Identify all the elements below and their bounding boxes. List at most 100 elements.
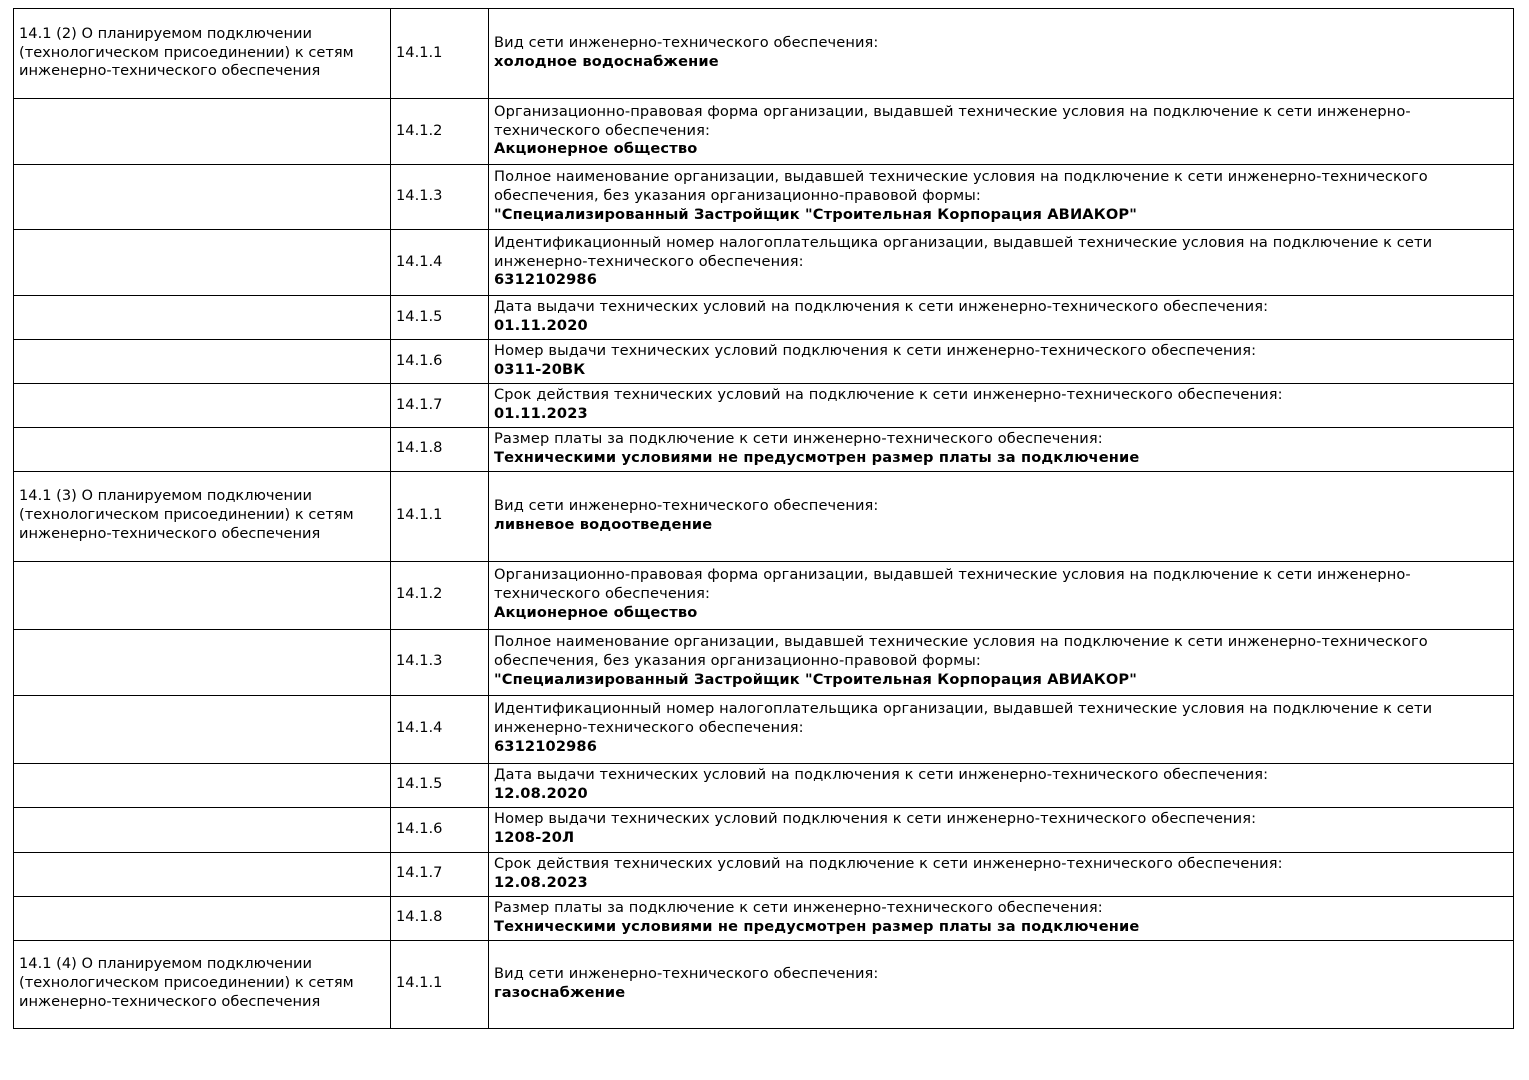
table-row: 14.1.2 Организационно-правовая форма орга… [13,560,1514,630]
clause-code-text: 14.1.8 [396,908,443,926]
clause-code-cell: 14.1.7 [390,851,489,897]
clause-code-cell: 14.1.7 [390,383,489,428]
table-row: 14.1.4 Идентификационный номер налогоплат… [13,694,1514,764]
clause-label-text: Полное наименование организации, выдавше… [494,168,1428,205]
table-row: 14.1.6 Номер выдачи технических условий п… [13,339,1514,384]
clause-value-text: 01.11.2020 [494,317,588,334]
clause-code-text: 14.1.2 [396,585,443,603]
section-title-text: 14.1 (4) О планируемом подключении (техн… [19,955,354,1011]
clause-code-cell: 14.1.5 [390,762,489,808]
section-title-cell-empty [13,229,391,296]
section-title-cell-empty [13,762,391,808]
clause-code-cell: 14.1.6 [390,339,489,384]
clause-code-text: 14.1.6 [396,351,443,369]
clause-code-cell: 14.1.4 [390,694,489,764]
clause-content-cell: Номер выдачи технических условий подключ… [488,339,1514,384]
clause-label-text: Номер выдачи технических условий подключ… [494,342,1257,360]
clause-code-text: 14.1.2 [396,121,443,139]
clause-code-text: 14.1.3 [396,652,443,670]
clause-content-cell: Полное наименование организации, выдавше… [488,628,1514,696]
section-title-cell-empty [13,98,391,165]
clause-code-text: 14.1.1 [396,974,443,992]
table-row: 14.1.5 Дата выдачи технических условий на… [13,295,1514,340]
clause-code-cell: 14.1.1 [390,939,489,1029]
table-row: 14.1.7 Срок действия технических условий … [13,851,1514,897]
table-row: 14.1.4 Идентификационный номер налогоплат… [13,229,1514,296]
clause-code-cell: 14.1.2 [390,560,489,630]
section-title-cell-empty [13,383,391,428]
clause-code-text: 14.1.5 [396,775,443,793]
clause-code-text: 14.1.1 [396,43,443,61]
clause-content-cell: Размер платы за подключение к сети инжен… [488,895,1514,941]
section-title-text: 14.1 (2) О планируемом подключении (техн… [19,24,354,80]
section-title-cell-empty [13,560,391,630]
clause-content-cell: Вид сети инженерно-технического обеспече… [488,470,1514,562]
clause-label-text: Вид сети инженерно-технического обеспече… [494,964,879,982]
clause-label-text: Срок действия технических условий на под… [494,854,1283,872]
clause-content-cell: Срок действия технических условий на под… [488,383,1514,428]
clause-value-text: Техническими условиями не предусмотрен р… [494,917,1140,935]
clause-code-cell: 14.1.3 [390,628,489,696]
clause-code-cell: 14.1.2 [390,98,489,165]
section-title-cell-empty [13,164,391,230]
clause-code-text: 14.1.6 [396,819,443,837]
clause-value-text: "Специализированный Застройщик "Строител… [494,671,1137,689]
clause-label-text: Срок действия технических условий на под… [494,386,1283,404]
clause-code-text: 14.1.3 [396,187,443,205]
clause-content-cell: Организационно-правовая форма организаци… [488,98,1514,165]
section-title-cell-empty [13,851,391,897]
table-row: 14.1 (4) О планируемом подключении (техн… [13,939,1514,1029]
clause-code-text: 14.1.7 [396,395,443,413]
clause-content-cell: Вид сети инженерно-технического обеспече… [488,8,1514,99]
clause-code-text: 14.1.8 [396,439,443,457]
clause-code-text: 14.1.7 [396,864,443,882]
clause-label-text: Номер выдачи технических условий подключ… [494,810,1257,828]
clause-value-text: 12.08.2020 [494,784,588,802]
clause-code-text: 14.1.5 [396,307,443,325]
section-title-cell: 14.1 (3) О планируемом подключении (техн… [13,470,391,562]
clause-value-text: 0311-20ВК [494,361,586,378]
clause-code-cell: 14.1.5 [390,295,489,340]
section-title-cell-empty [13,295,391,340]
clause-content-cell: Дата выдачи технических условий на подкл… [488,295,1514,340]
clause-value-text: 1208-20Л [494,829,575,847]
table-row: 14.1.3 Полное наименование организации, в… [13,628,1514,696]
section-title-text: 14.1 (3) О планируемом подключении (техн… [19,487,354,543]
clause-label-text: Размер платы за подключение к сети инжен… [494,898,1103,916]
table-row: 14.1.2 Организационно-правовая форма орга… [13,98,1514,165]
clause-content-cell: Идентификационный номер налогоплательщик… [488,229,1514,296]
clause-content-cell: Размер платы за подключение к сети инжен… [488,427,1514,472]
table-row: 14.1 (2) О планируемом подключении (техн… [13,8,1514,99]
table-row: 14.1.8 Размер платы за подключение к сети… [13,427,1514,472]
clause-label-text: Идентификационный номер налогоплательщик… [494,233,1433,270]
table-row: 14.1.7 Срок действия технических условий … [13,383,1514,428]
clause-code-cell: 14.1.4 [390,229,489,296]
clause-content-cell: Полное наименование организации, выдавше… [488,164,1514,230]
clause-code-text: 14.1.1 [396,506,443,524]
clause-content-cell: Вид сети инженерно-технического обеспече… [488,939,1514,1029]
clause-code-cell: 14.1.8 [390,895,489,941]
clause-value-text: Техническими условиями не предусмотрен р… [494,448,1140,466]
clause-label-text: Размер платы за подключение к сети инжен… [494,430,1103,447]
clause-content-cell: Срок действия технических условий на под… [488,851,1514,897]
clause-value-text: Акционерное общество [494,604,698,622]
table-row: 14.1.5 Дата выдачи технических условий на… [13,762,1514,808]
clause-value-text: ливневое водоотведение [494,515,713,533]
clause-code-text: 14.1.4 [396,252,443,270]
section-title-cell-empty [13,628,391,696]
table-row: 14.1.3 Полное наименование организации, в… [13,164,1514,230]
table-row: 14.1 (3) О планируемом подключении (техн… [13,470,1514,562]
section-title-cell-empty [13,806,391,853]
section-title-cell-empty [13,427,391,472]
table-body: 14.1 (2) О планируемом подключении (техн… [13,8,1514,1029]
clause-value-text: Акционерное общество [494,140,698,158]
clause-code-cell: 14.1.6 [390,806,489,853]
clause-label-text: Организационно-правовая форма организаци… [494,102,1411,139]
clause-label-text: Полное наименование организации, выдавше… [494,633,1428,670]
clause-value-text: 6312102986 [494,271,598,289]
section-title-cell: 14.1 (2) О планируемом подключении (техн… [13,8,391,99]
clause-content-cell: Организационно-правовая форма организаци… [488,560,1514,630]
clause-content-cell: Идентификационный номер налогоплательщик… [488,694,1514,764]
clause-value-text: 12.08.2023 [494,873,588,891]
clause-label-text: Вид сети инженерно-технического обеспече… [494,34,879,52]
